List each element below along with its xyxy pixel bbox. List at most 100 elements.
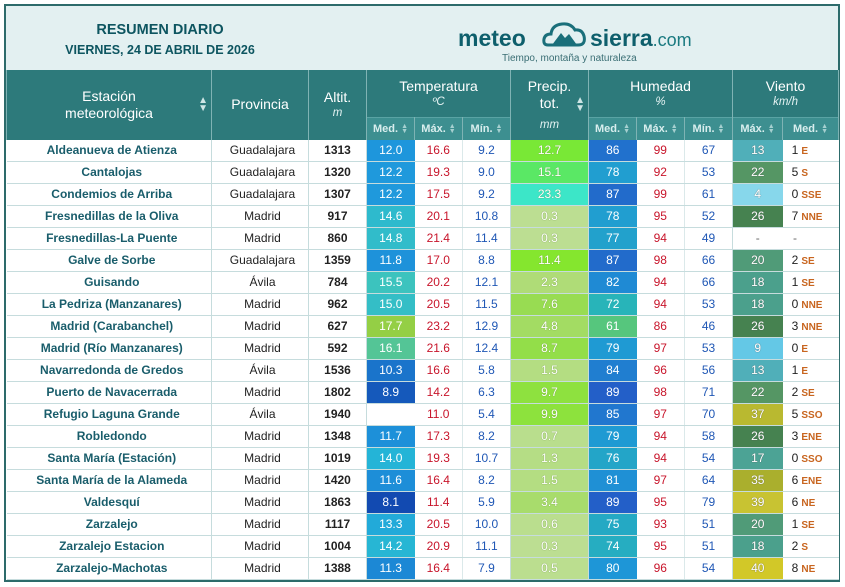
station-name[interactable]: Aldeanueva de Atienza [6, 139, 212, 162]
station-name[interactable]: Zarzalejo-Machotas [6, 557, 212, 580]
wind-med-value: 2 [791, 253, 799, 267]
sort-arrows-icon[interactable]: ▲ ▼ [198, 94, 208, 114]
col-province-header[interactable]: Provincia [211, 70, 309, 140]
table-row[interactable]: Puerto de Navacerrada Madrid 1802 8.9 14.2 6.… [6, 381, 839, 404]
col-temp-med[interactable]: Med. ▲ ▼ [366, 116, 415, 140]
precip-cell: 7.6 [510, 293, 589, 316]
station-name[interactable]: Santa María de la Alameda [6, 469, 212, 492]
table-row[interactable]: Cantalojas Guadalajara 1320 12.2 19.3 9.0 15.1… [6, 161, 839, 184]
province-cell: Madrid [211, 315, 309, 338]
meteosierra-logo[interactable]: meteo sierra.com Tiempo, montaña y natur… [458, 19, 708, 65]
wind-med-value: 6 [791, 495, 799, 509]
table-row[interactable]: Refugio Laguna Grande Ávila 1940 8.0 11.0 5.4… [6, 403, 839, 426]
station-name[interactable]: Condemios de Arriba [6, 183, 212, 206]
sort-arrows-icon[interactable]: ▲ ▼ [495, 122, 503, 135]
station-name[interactable]: Zarzalejo [6, 513, 212, 536]
hum-min-cell: 79 [684, 491, 734, 514]
hum-med-label: Med. [595, 122, 621, 135]
hum-med-cell: 81 [588, 469, 637, 492]
hum-min-cell: 52 [684, 205, 734, 228]
col-temp-min[interactable]: Mín. ▲ ▼ [462, 116, 511, 140]
altitude-cell: 1420 [308, 469, 367, 492]
hum-max-cell: 94 [636, 447, 685, 470]
table-row[interactable]: Aldeanueva de Atienza Guadalajara 1313 12.0… [6, 139, 839, 162]
sort-arrows-icon[interactable]: ▲ ▼ [821, 122, 829, 135]
table-row[interactable]: Zarzalejo Madrid 1117 13.3 20.5 10.0 0.6 75 93 51… [6, 513, 839, 536]
wind-max-cell: 26 [732, 205, 783, 228]
table-row[interactable]: Santa María de la Alameda Madrid 1420 11.6 1… [6, 469, 839, 492]
hum-min-cell: 61 [684, 183, 734, 206]
col-temp-max[interactable]: Máx. ▲ ▼ [414, 116, 463, 140]
precip-cell: 1.3 [510, 447, 589, 470]
station-name[interactable]: Santa María (Estación) [6, 447, 212, 470]
precip-cell: 15.1 [510, 161, 589, 184]
hum-max-cell: 97 [636, 469, 685, 492]
table-row[interactable]: Robledondo Madrid 1348 11.7 17.3 8.2 0.7 79 94 58… [6, 425, 839, 448]
table-row[interactable]: Zarzalejo Estacion Madrid 1004 14.2 20.9 11.1… [6, 535, 839, 558]
sort-arrows-icon[interactable]: ▲ ▼ [670, 122, 678, 135]
station-name[interactable]: Zarzalejo Estacion [6, 535, 212, 558]
col-wind-max[interactable]: Máx. ▲ ▼ [732, 116, 784, 140]
station-name[interactable]: Guisando [6, 271, 212, 294]
station-name[interactable]: Refugio Laguna Grande [6, 403, 212, 426]
col-precip-header[interactable]: Precip. tot. mm ▲ ▼ [510, 70, 589, 140]
table-row[interactable]: Navarredonda de Gredos Ávila 1536 10.3 16.6 5… [6, 359, 839, 382]
logo-sierra-word: sierra [590, 25, 653, 51]
station-name[interactable]: Madrid (Carabanchel) [6, 315, 212, 338]
temp-med-cell: 8.1 [366, 491, 415, 514]
table-row[interactable]: Fresnedillas-La Puente Madrid 860 14.8 21.4 1… [6, 227, 839, 250]
station-name[interactable]: Fresnedillas de la Oliva [6, 205, 212, 228]
table-row[interactable]: Madrid (Carabanchel) Madrid 627 17.7 23.2 12.… [6, 315, 839, 338]
station-name[interactable]: Robledondo [6, 425, 212, 448]
sort-arrows-icon[interactable]: ▲ ▼ [623, 122, 630, 135]
table-row[interactable]: La Pedriza (Manzanares) Madrid 962 15.0 20.5… [6, 293, 839, 316]
table-row[interactable]: Guisando Ávila 784 15.5 20.2 12.1 2.3 82 94 66 18 1… [6, 271, 839, 294]
table-row[interactable]: Fresnedillas de la Oliva Madrid 917 14.6 20.… [6, 205, 839, 228]
col-wind-med[interactable]: Med. ▲ ▼ [782, 116, 840, 140]
wind-med-value: 8 [791, 561, 799, 575]
hum-med-cell: 79 [588, 337, 637, 360]
hum-med-cell: 80 [588, 557, 637, 580]
station-name[interactable]: Madrid (Río Manzanares) [6, 337, 212, 360]
col-hum-med[interactable]: Med. ▲ ▼ [588, 116, 637, 140]
table-row[interactable]: Zarzalejo-Machotas Madrid 1388 11.3 16.4 7.9 0… [6, 557, 839, 580]
table-row[interactable]: Santa María (Estación) Madrid 1019 14.0 19.3… [6, 447, 839, 470]
sort-arrows-icon[interactable]: ▲ ▼ [767, 122, 775, 135]
sort-arrows-icon[interactable]: ▲ ▼ [575, 94, 585, 114]
precip-unit: mm [539, 118, 560, 131]
wind-med-cell: 5 SSO [782, 403, 839, 426]
precip-cell: 0.7 [510, 425, 589, 448]
hum-max-cell: 93 [636, 513, 685, 536]
hum-max-cell: 98 [636, 249, 685, 272]
table-row[interactable]: Madrid (Río Manzanares) Madrid 592 16.1 21.6… [6, 337, 839, 360]
wind-med-value: 1 [791, 143, 799, 157]
wind-med-cell: 0 SSO [782, 447, 839, 470]
station-name[interactable]: La Pedriza (Manzanares) [6, 293, 212, 316]
hum-min-cell: 70 [684, 403, 734, 426]
sort-arrows-icon[interactable]: ▲ ▼ [717, 122, 725, 135]
hum-min-cell: 46 [684, 315, 734, 338]
col-altitude-header[interactable]: Altit. m [308, 70, 367, 140]
sort-arrows-icon[interactable]: ▲ ▼ [401, 122, 408, 135]
hum-max-cell: 95 [636, 535, 685, 558]
sort-arrows-icon[interactable]: ▲ ▼ [448, 122, 456, 135]
altitude-cell: 1359 [308, 249, 367, 272]
station-name[interactable]: Cantalojas [6, 161, 212, 184]
col-hum-min[interactable]: Mín. ▲ ▼ [683, 116, 734, 140]
table-row[interactable]: Galve de Sorbe Guadalajara 1359 11.8 17.0 8.8… [6, 249, 839, 272]
station-name[interactable]: Puerto de Navacerrada [6, 381, 212, 404]
temp-med-cell: 11.6 [366, 469, 415, 492]
station-name[interactable]: Galve de Sorbe [6, 249, 212, 272]
col-station-header[interactable]: Estación meteorológica ▲ ▼ [6, 70, 212, 140]
col-hum-max[interactable]: Máx. ▲ ▼ [636, 116, 685, 140]
station-name[interactable]: Navarredonda de Gredos [6, 359, 212, 382]
table-row[interactable]: Condemios de Arriba Guadalajara 1307 12.2 17… [6, 183, 839, 206]
table-row[interactable]: Valdesquí Madrid 1863 8.1 11.4 5.9 3.4 89 95 79 39… [6, 491, 839, 514]
wind-max-cell: 26 [732, 425, 783, 448]
station-name[interactable]: Fresnedillas-La Puente [6, 227, 212, 250]
stations-table-body: Aldeanueva de Atienza Guadalajara 1313 12.0… [6, 139, 839, 580]
station-name[interactable]: Valdesquí [6, 491, 212, 514]
wind-med-value: 3 [791, 429, 799, 443]
